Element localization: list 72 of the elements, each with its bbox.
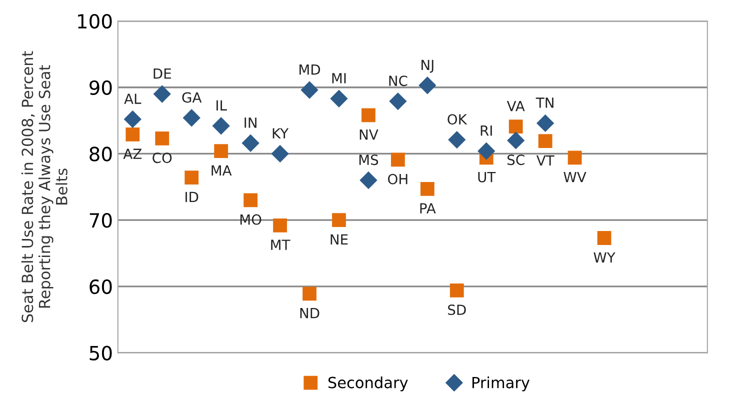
data-label: NC (389, 76, 408, 86)
point (183, 109, 200, 126)
y-tick-label: 50 (90, 346, 112, 360)
point (362, 108, 376, 122)
data-label: MS (359, 154, 378, 166)
point (214, 144, 228, 158)
data-label: VA (506, 101, 525, 112)
point (273, 218, 287, 232)
point (420, 182, 434, 196)
data-label: IL (216, 100, 227, 110)
data-label: ID (186, 192, 198, 202)
data-label: MA (212, 165, 232, 176)
data-label: OH (388, 174, 408, 184)
point (508, 120, 523, 134)
point (271, 145, 289, 162)
point (155, 132, 170, 146)
data-label: NJ (422, 60, 434, 73)
y-tick-label: 100 (78, 14, 112, 29)
data-label: GA (182, 92, 202, 103)
point (389, 92, 406, 110)
data-label: AZ (123, 148, 142, 159)
point (244, 193, 258, 208)
data-label: ND (300, 308, 320, 318)
data-label: RI (480, 126, 492, 136)
data-label: OK (448, 114, 468, 125)
legend-label: Secondary (328, 376, 408, 392)
point (418, 76, 436, 94)
point (538, 134, 552, 148)
data-label: PA (420, 203, 436, 214)
point (450, 283, 464, 298)
point (568, 150, 582, 165)
data-label: NE (330, 234, 348, 245)
data-label: KY (272, 128, 289, 138)
y-axis-title: Seat Belt Use Rate in 2008, Percent Reporting they Always Use Seat Belts (21, 51, 68, 322)
y-tick-label: 70 (90, 213, 112, 228)
point (360, 172, 378, 189)
point (154, 85, 171, 103)
data-label: IN (244, 118, 256, 128)
point (332, 213, 346, 228)
point (184, 170, 199, 185)
data-label: NV (360, 130, 378, 140)
data-label: MT (271, 240, 290, 250)
point (330, 90, 348, 108)
point (478, 142, 495, 160)
y-tick-label: 60 (90, 279, 112, 294)
data-label: VT (536, 155, 554, 166)
data-label: WY (594, 252, 616, 262)
data-label: MI (332, 73, 346, 84)
data-label: AL (124, 94, 142, 104)
point (536, 114, 554, 132)
point (124, 110, 142, 128)
y-tick-label: 90 (90, 80, 112, 96)
point (242, 134, 260, 152)
point (597, 231, 612, 245)
point (302, 286, 316, 301)
data-label: CO (152, 152, 172, 164)
data-label: SC (508, 154, 524, 166)
data-label: DE (154, 68, 171, 79)
point (300, 81, 318, 99)
point (448, 131, 466, 148)
data-label: UT (478, 172, 496, 182)
point (212, 117, 230, 134)
data-label: MO (240, 214, 262, 225)
data-label: SD (448, 304, 466, 316)
y-tick-label: 80 (90, 146, 112, 162)
data-label: WV (564, 172, 586, 182)
data-label: TN (536, 98, 554, 108)
point (126, 128, 140, 142)
data-label: MD (300, 64, 320, 75)
point (390, 152, 405, 167)
legend-label: Primary (472, 376, 530, 392)
point (507, 132, 524, 149)
